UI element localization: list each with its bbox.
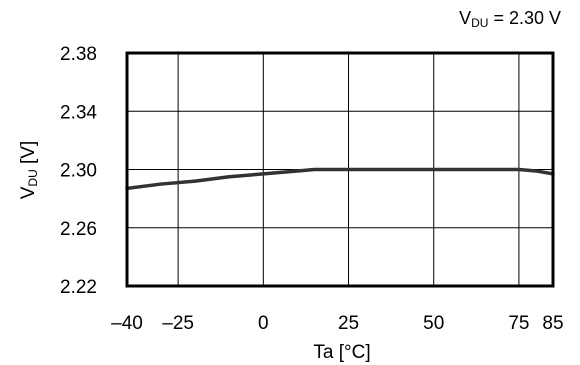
y-tick-label: 2.38 [60, 44, 97, 65]
condition-label: VDU = 2.30 V [459, 8, 561, 30]
condition-label-subscript: DU [471, 16, 488, 30]
condition-label-prefix: V [459, 8, 471, 28]
x-tick-label: 0 [258, 313, 269, 334]
y-axis-title-prefix: V [18, 186, 39, 199]
x-axis-title: Ta [°C] [313, 342, 370, 363]
x-tick-label: –40 [111, 313, 143, 334]
series-layer [125, 167, 555, 191]
condition-label-suffix: = 2.30 V [488, 8, 561, 28]
x-tick-label: 85 [542, 313, 563, 334]
x-tick-label: 50 [423, 313, 444, 334]
y-tick-labels: 2.22 2.26 2.30 2.34 2.38 [60, 44, 97, 298]
y-tick-label: 2.22 [60, 277, 97, 298]
x-tick-label: –25 [162, 313, 194, 334]
y-tick-label: 2.30 [60, 161, 97, 182]
y-tick-label: 2.34 [60, 102, 97, 123]
y-tick-label: 2.26 [60, 219, 97, 240]
y-axis-title-subscript: DU [26, 169, 40, 186]
y-axis-title-suffix: [V] [18, 141, 39, 170]
plot-frame [125, 51, 555, 288]
series-line [125, 167, 555, 191]
y-axis-title: VDU [V] [18, 141, 40, 200]
x-tick-label: 75 [508, 313, 529, 334]
x-tick-labels: –40 –25 0 25 50 75 85 [111, 313, 563, 334]
x-tick-label: 25 [338, 313, 359, 334]
